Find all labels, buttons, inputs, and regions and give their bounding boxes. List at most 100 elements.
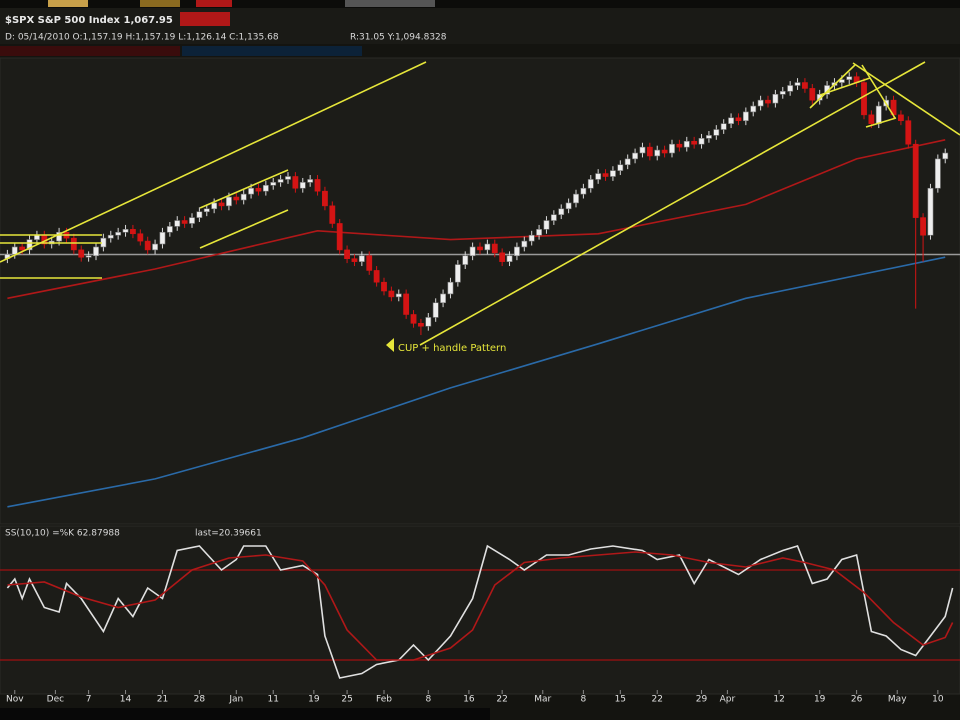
x-tick-label: 28	[194, 695, 206, 705]
indicator-line	[6, 544, 954, 679]
trendlines	[0, 61, 960, 346]
trendline	[852, 62, 960, 136]
toolbar-field[interactable]	[345, 0, 435, 7]
annotation: CUP + handle Pattern	[398, 343, 506, 354]
candle-body	[107, 234, 114, 239]
x-tick-label: Dec	[47, 695, 64, 705]
trendline	[419, 61, 926, 346]
candle-body	[521, 240, 528, 248]
header-ohlc: D: 05/14/2010 O:1,157.19 H:1,157.19 L:1,…	[5, 33, 279, 43]
candle-body	[70, 237, 77, 251]
candle-body	[307, 179, 314, 183]
x-tick-label: 12	[773, 695, 784, 705]
price-panel	[0, 57, 960, 525]
candle-body	[646, 146, 653, 157]
candle-body	[447, 281, 454, 295]
candle-body	[514, 246, 520, 257]
candle-body	[174, 220, 181, 227]
candle-body	[477, 246, 483, 251]
trendline	[861, 64, 896, 119]
toolbar-button[interactable]	[196, 0, 232, 7]
candle-body	[587, 179, 594, 189]
stoch-title: SS(10,10) =%K 62.87988	[5, 529, 120, 539]
candle-body	[137, 233, 144, 242]
candle-body	[713, 129, 720, 136]
toolbar	[0, 0, 960, 8]
annotation-arrow	[386, 338, 394, 352]
trendline	[199, 209, 289, 249]
candle-body	[351, 258, 358, 262]
x-tick-label: 16	[463, 695, 475, 705]
candle-body	[366, 255, 373, 271]
candle-body	[742, 111, 749, 122]
candle-body	[144, 240, 151, 251]
x-tick-label: Feb	[376, 695, 392, 705]
x-tick-label: 19	[308, 695, 320, 705]
candle-body	[920, 217, 926, 236]
candle-body	[152, 243, 158, 251]
candle-body	[528, 234, 535, 242]
candle-body	[196, 211, 203, 218]
candle-body	[484, 243, 491, 251]
x-tick-label: Nov	[6, 695, 24, 705]
candle-body	[536, 229, 542, 236]
x-tick-label: 15	[615, 695, 626, 705]
candle-body	[262, 185, 269, 192]
candle-body	[19, 246, 26, 251]
candle-body	[654, 149, 661, 157]
candle-body	[661, 149, 668, 154]
legend-strip	[182, 46, 362, 56]
header	[0, 8, 960, 44]
toolbar-button[interactable]	[140, 0, 180, 7]
candle-body	[469, 246, 476, 257]
candle-body	[868, 114, 875, 124]
x-tick-label: May	[888, 695, 907, 705]
candle-body	[388, 290, 395, 298]
candle-body	[580, 187, 587, 195]
candle-body	[462, 255, 469, 265]
candle-body	[159, 231, 166, 245]
x-tick-label: 29	[696, 695, 708, 705]
candle-body	[226, 196, 232, 207]
x-tick-label: Apr	[720, 695, 736, 705]
indicator-line	[7, 256, 946, 508]
candle-body	[558, 208, 565, 215]
candle-body	[93, 246, 99, 257]
candle-body	[56, 231, 62, 242]
toolbar-button[interactable]	[48, 0, 88, 7]
candle-body	[189, 217, 195, 224]
candle-body	[794, 82, 801, 86]
candle-body	[757, 99, 764, 107]
candle-body	[905, 120, 912, 145]
candle-body	[875, 105, 882, 124]
candle-body	[765, 99, 771, 104]
candle-body	[233, 196, 240, 201]
candle-body	[432, 302, 439, 318]
candle-body	[809, 88, 816, 101]
candle-body	[861, 82, 867, 116]
candle-body	[491, 243, 498, 254]
candle-body	[639, 146, 646, 154]
candle-body	[240, 193, 247, 201]
trendline	[0, 61, 427, 263]
candle-body	[203, 208, 210, 213]
candle-body	[11, 246, 18, 255]
trendline	[199, 169, 289, 209]
candle-body	[270, 182, 277, 186]
x-tick-label: 11	[268, 695, 279, 705]
candle-body	[691, 140, 698, 145]
stoch-last: last=20.39661	[195, 529, 262, 539]
x-tick-label: 22	[496, 695, 507, 705]
candle-body	[122, 229, 129, 233]
candle-body	[34, 234, 40, 240]
x-tick-label: 21	[157, 695, 168, 705]
candle-body	[624, 158, 631, 166]
price-change-box	[180, 12, 230, 26]
candle-body	[595, 173, 602, 180]
candle-body	[358, 255, 365, 262]
candle-body	[779, 91, 786, 95]
x-tick-label: 19	[814, 695, 826, 705]
candle-body	[506, 255, 513, 262]
